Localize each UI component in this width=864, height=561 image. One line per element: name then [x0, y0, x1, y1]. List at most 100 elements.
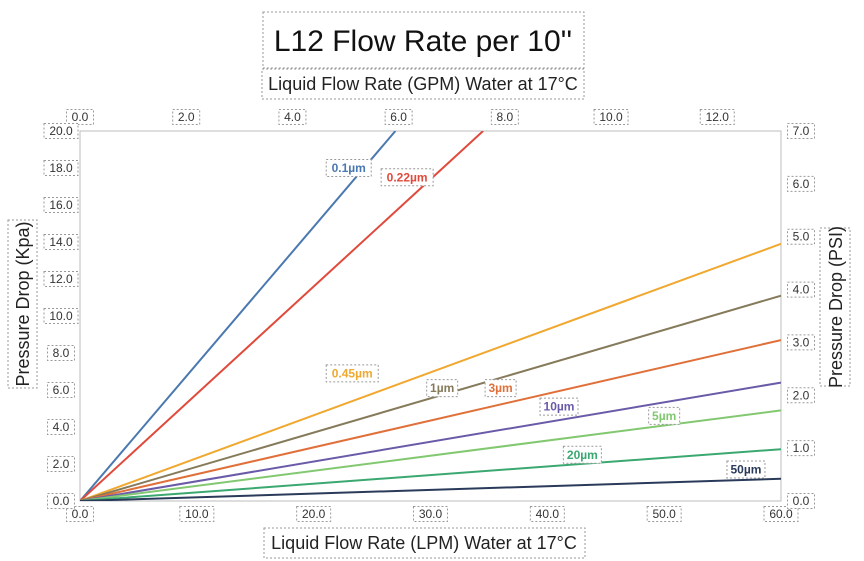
y-left-tick-text: 8.0	[53, 346, 70, 360]
series-label-6: 5µm	[648, 406, 681, 425]
x-top-tick: 6.0	[384, 109, 413, 125]
series-line-1	[80, 131, 484, 501]
series-label-text: 20µm	[567, 448, 598, 462]
x-bottom-tick: 30.0	[413, 506, 448, 522]
x-top-tick-box	[593, 109, 629, 125]
y-left-tick-text: 2.0	[53, 457, 70, 471]
x-bottom-tick: 40.0	[529, 506, 565, 522]
series-line-6	[80, 409, 781, 501]
x-top-tick: 8.0	[490, 109, 519, 125]
y-left-tick-text: 14.0	[49, 235, 73, 249]
series-label-text: 5µm	[652, 409, 676, 423]
x-bottom-tick-box	[179, 506, 215, 522]
series-label-text: 0.45µm	[332, 366, 373, 380]
x-top-tick-text: 10.0	[599, 110, 623, 124]
y-left-title-box	[7, 219, 38, 389]
y-left-tick: 14.0	[43, 234, 79, 250]
x-top-tick: 4.0	[278, 109, 307, 125]
x-bottom-tick-text: 30.0	[419, 507, 443, 521]
series-label-box	[325, 159, 372, 177]
y-left-tick: 8.0	[47, 345, 75, 361]
y-left-tick-text: 12.0	[49, 272, 73, 286]
x-bottom-title-box	[263, 527, 586, 559]
y-right-tick-text: 4.0	[793, 283, 810, 297]
y-right-tick-box	[787, 334, 815, 351]
y-left-tick-text: 20.0	[49, 124, 73, 138]
y-right-axis-title: Pressure Drop (PSI)	[826, 226, 846, 388]
series-label-text: 10µm	[544, 400, 575, 414]
y-left-tick: 4.0	[47, 419, 75, 435]
y-left-tick-text: 4.0	[53, 420, 70, 434]
y-right-tick-text: 3.0	[793, 335, 810, 349]
y-right-tick: 0.0	[787, 493, 815, 509]
series-label-box	[380, 168, 434, 187]
x-bottom-tick-text: 20.0	[302, 507, 326, 521]
y-left-tick: 0.0	[47, 493, 75, 509]
series-label-box	[562, 445, 602, 464]
y-left-tick-box	[47, 456, 75, 472]
x-top-tick: 12.0	[699, 109, 735, 125]
y-right-tick-box	[787, 228, 815, 245]
series-label-4: 3µm	[484, 379, 517, 398]
y-left-tick-box	[43, 197, 79, 213]
y-left-tick-text: 16.0	[49, 198, 73, 212]
x-bottom-tick: 60.0	[763, 506, 799, 522]
x-bottom-tick: 20.0	[296, 506, 332, 522]
x-top-tick-box	[490, 109, 519, 125]
y-left-tick: 16.0	[43, 197, 79, 213]
y-right-tick: 4.0	[787, 281, 815, 298]
y-left-tick-text: 0.0	[53, 494, 70, 508]
x-top-tick: 0.0	[66, 109, 94, 125]
y-right-tick: 1.0	[787, 440, 815, 457]
series-label-box	[648, 406, 681, 425]
plot-area	[79, 130, 782, 502]
y-right-tick-text: 5.0	[793, 230, 810, 244]
y-left-tick-box	[47, 419, 75, 435]
y-right-title-box	[819, 227, 851, 387]
y-right-tick: 2.0	[787, 387, 815, 404]
chart-title: L12 Flow Rate per 10''	[274, 25, 572, 58]
y-left-tick-box	[47, 382, 75, 398]
x-bottom-tick: 50.0	[646, 506, 682, 522]
series-line-7	[80, 448, 781, 501]
series-label-box	[484, 379, 517, 398]
series-label-8: 50µm	[726, 460, 766, 479]
x-top-tick-box	[384, 109, 413, 125]
series-lines	[80, 131, 781, 501]
x-top-tick-box	[66, 109, 94, 125]
y-left-tick-box	[47, 345, 75, 361]
y-right-tick-text: 6.0	[793, 177, 810, 191]
tick-labels: 0.0 10.0 20.0 30.0 40.0 50.0 60.00.0 2.0 4.0 6.0 8…	[43, 109, 815, 522]
y-right-tick: 3.0	[787, 334, 815, 351]
x-bottom-tick-text: 60.0	[769, 507, 793, 521]
series-label-0: 0.1µm	[325, 159, 372, 177]
y-left-tick: 6.0	[47, 382, 75, 398]
x-bottom-tick-box	[763, 506, 799, 522]
x-bottom-tick: 0.0	[66, 506, 94, 522]
series-label-box	[426, 379, 459, 398]
x-top-axis-title: Liquid Flow Rate (GPM) Water at 17°C	[268, 74, 578, 94]
x-top-tick-text: 6.0	[390, 110, 407, 124]
y-left-tick: 18.0	[43, 160, 79, 176]
y-right-tick: 6.0	[787, 175, 815, 192]
x-top-tick: 2.0	[172, 109, 201, 125]
x-bottom-tick-box	[646, 506, 682, 522]
y-right-tick-box	[787, 387, 815, 404]
x-bottom-tick-box	[413, 506, 448, 522]
x-bottom-tick-text: 0.0	[72, 507, 89, 521]
y-left-tick: 10.0	[43, 308, 79, 324]
y-right-tick-box	[787, 123, 815, 139]
series-line-5	[80, 381, 781, 501]
y-left-tick: 2.0	[47, 456, 75, 472]
x-bottom-tick-box	[296, 506, 332, 522]
series-label-1: 0.22µm	[380, 168, 434, 187]
x-top-tick-box	[699, 109, 735, 125]
series-label-box	[726, 460, 766, 479]
y-right-tick-box	[787, 281, 815, 298]
x-top-tick-text: 8.0	[497, 110, 514, 124]
y-left-tick-box	[43, 271, 79, 287]
x-bottom-tick-text: 10.0	[185, 507, 209, 521]
y-left-tick-text: 6.0	[53, 383, 70, 397]
y-right-tick-text: 7.0	[793, 124, 810, 138]
